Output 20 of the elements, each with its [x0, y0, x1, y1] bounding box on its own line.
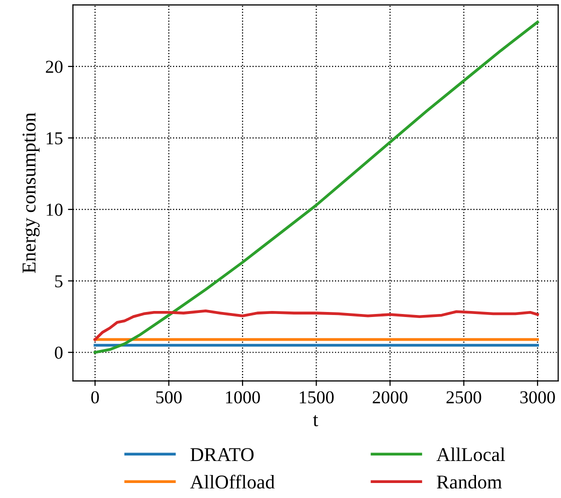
legend-label: DRATO — [190, 448, 254, 462]
x-tick-label: 1000 — [226, 391, 260, 404]
line-series — [94, 310, 539, 341]
legend-label: AllLocal — [436, 447, 505, 462]
x-tick-label: 3000 — [520, 391, 555, 404]
x-axis-title: t — [313, 415, 318, 426]
y-tick-label: 5 — [55, 275, 62, 288]
legend-label: AllOffload — [190, 474, 275, 489]
x-tick-label: 500 — [156, 391, 182, 404]
x-tick-label: 1500 — [300, 391, 334, 404]
y-axis-title: Energy consumption — [22, 112, 40, 273]
x-tick-label: 2000 — [372, 391, 408, 404]
x-tick-label: 0 — [91, 391, 99, 404]
legend-label: Random — [436, 474, 502, 489]
y-tick-label: 0 — [54, 346, 63, 359]
y-tick-label: 15 — [46, 132, 62, 144]
line-series — [94, 20, 539, 354]
x-tick-label: 2500 — [446, 391, 482, 404]
y-tick-label: 20 — [46, 60, 63, 73]
y-tick-label: 10 — [46, 204, 63, 216]
